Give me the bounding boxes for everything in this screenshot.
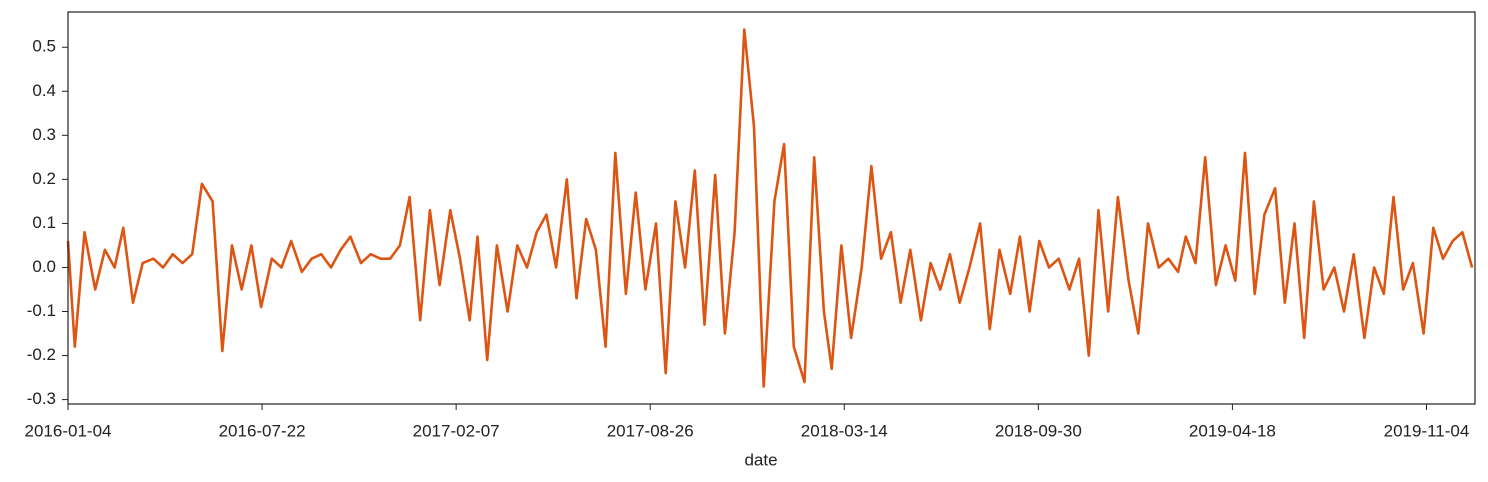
y-tick-label: 0.4 <box>32 81 56 100</box>
x-axis-label: date <box>744 450 777 469</box>
y-tick-label: -0.2 <box>27 345 56 364</box>
plot-frame <box>67 11 1476 405</box>
y-tick-label: 0.5 <box>32 37 56 56</box>
x-tick-label: 2018-03-14 <box>801 421 888 440</box>
line <box>66 28 1474 388</box>
x-tick-label: 2016-01-04 <box>25 421 112 440</box>
y-tick-label: 0.3 <box>32 125 56 144</box>
y-tick-label: -0.1 <box>27 301 56 320</box>
x-tick-label: 2019-04-18 <box>1189 421 1276 440</box>
x-tick-label: 2019-11-04 <box>1384 421 1470 440</box>
y-tick-label: 0.0 <box>32 257 56 276</box>
x-tick-label: 2016-07-22 <box>219 421 306 440</box>
y-tick-label: 0.2 <box>32 169 56 188</box>
y-tick-label: 0.1 <box>32 213 56 232</box>
x-tick-label: 2017-08-26 <box>607 421 694 440</box>
x-tick-label: 2018-09-30 <box>995 421 1082 440</box>
y-tick-label: -0.3 <box>27 389 56 408</box>
x-tick-label: 2017-02-07 <box>413 421 500 440</box>
